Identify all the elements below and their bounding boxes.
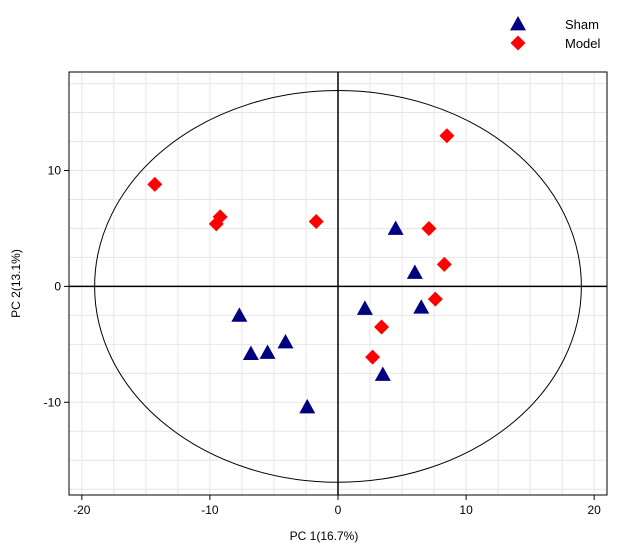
x-tick-label: -20: [73, 503, 91, 517]
point-model: [365, 349, 381, 365]
point-model: [147, 176, 163, 192]
point-model: [212, 209, 228, 225]
data-points: [147, 128, 455, 414]
legend: Sham Model: [510, 16, 601, 51]
y-axis-label: PC 2(13.1%): [9, 249, 23, 318]
point-model: [427, 291, 443, 307]
legend-label-sham: Sham: [565, 17, 599, 32]
ticks: -20 -10 0 10 20 -10 0 10: [44, 164, 602, 517]
point-sham: [231, 307, 248, 322]
y-tick-label: 10: [48, 164, 62, 178]
point-sham: [413, 299, 430, 314]
x-tick-label: 20: [588, 503, 602, 517]
legend-label-model: Model: [565, 36, 601, 51]
point-sham: [356, 300, 373, 315]
y-tick-label: 0: [54, 279, 61, 293]
x-tick-label: 0: [335, 503, 342, 517]
point-sham: [387, 220, 404, 235]
point-model: [374, 319, 390, 335]
x-axis-label: PC 1(16.7%): [290, 529, 359, 543]
point-sham: [406, 264, 423, 279]
legend-marker-sham: [510, 16, 526, 31]
point-sham: [259, 344, 276, 359]
point-sham: [242, 345, 259, 361]
point-model: [421, 220, 437, 236]
point-model: [436, 256, 452, 272]
x-tick-label: 10: [459, 503, 473, 517]
point-sham: [277, 334, 294, 349]
legend-marker-model: [510, 35, 526, 51]
axis-lines: [69, 72, 607, 495]
x-tick-label: -10: [201, 503, 219, 517]
point-sham: [299, 398, 316, 414]
y-tick-label: -10: [44, 395, 62, 409]
point-model: [439, 128, 455, 144]
point-sham: [374, 366, 391, 381]
point-model: [308, 213, 324, 229]
